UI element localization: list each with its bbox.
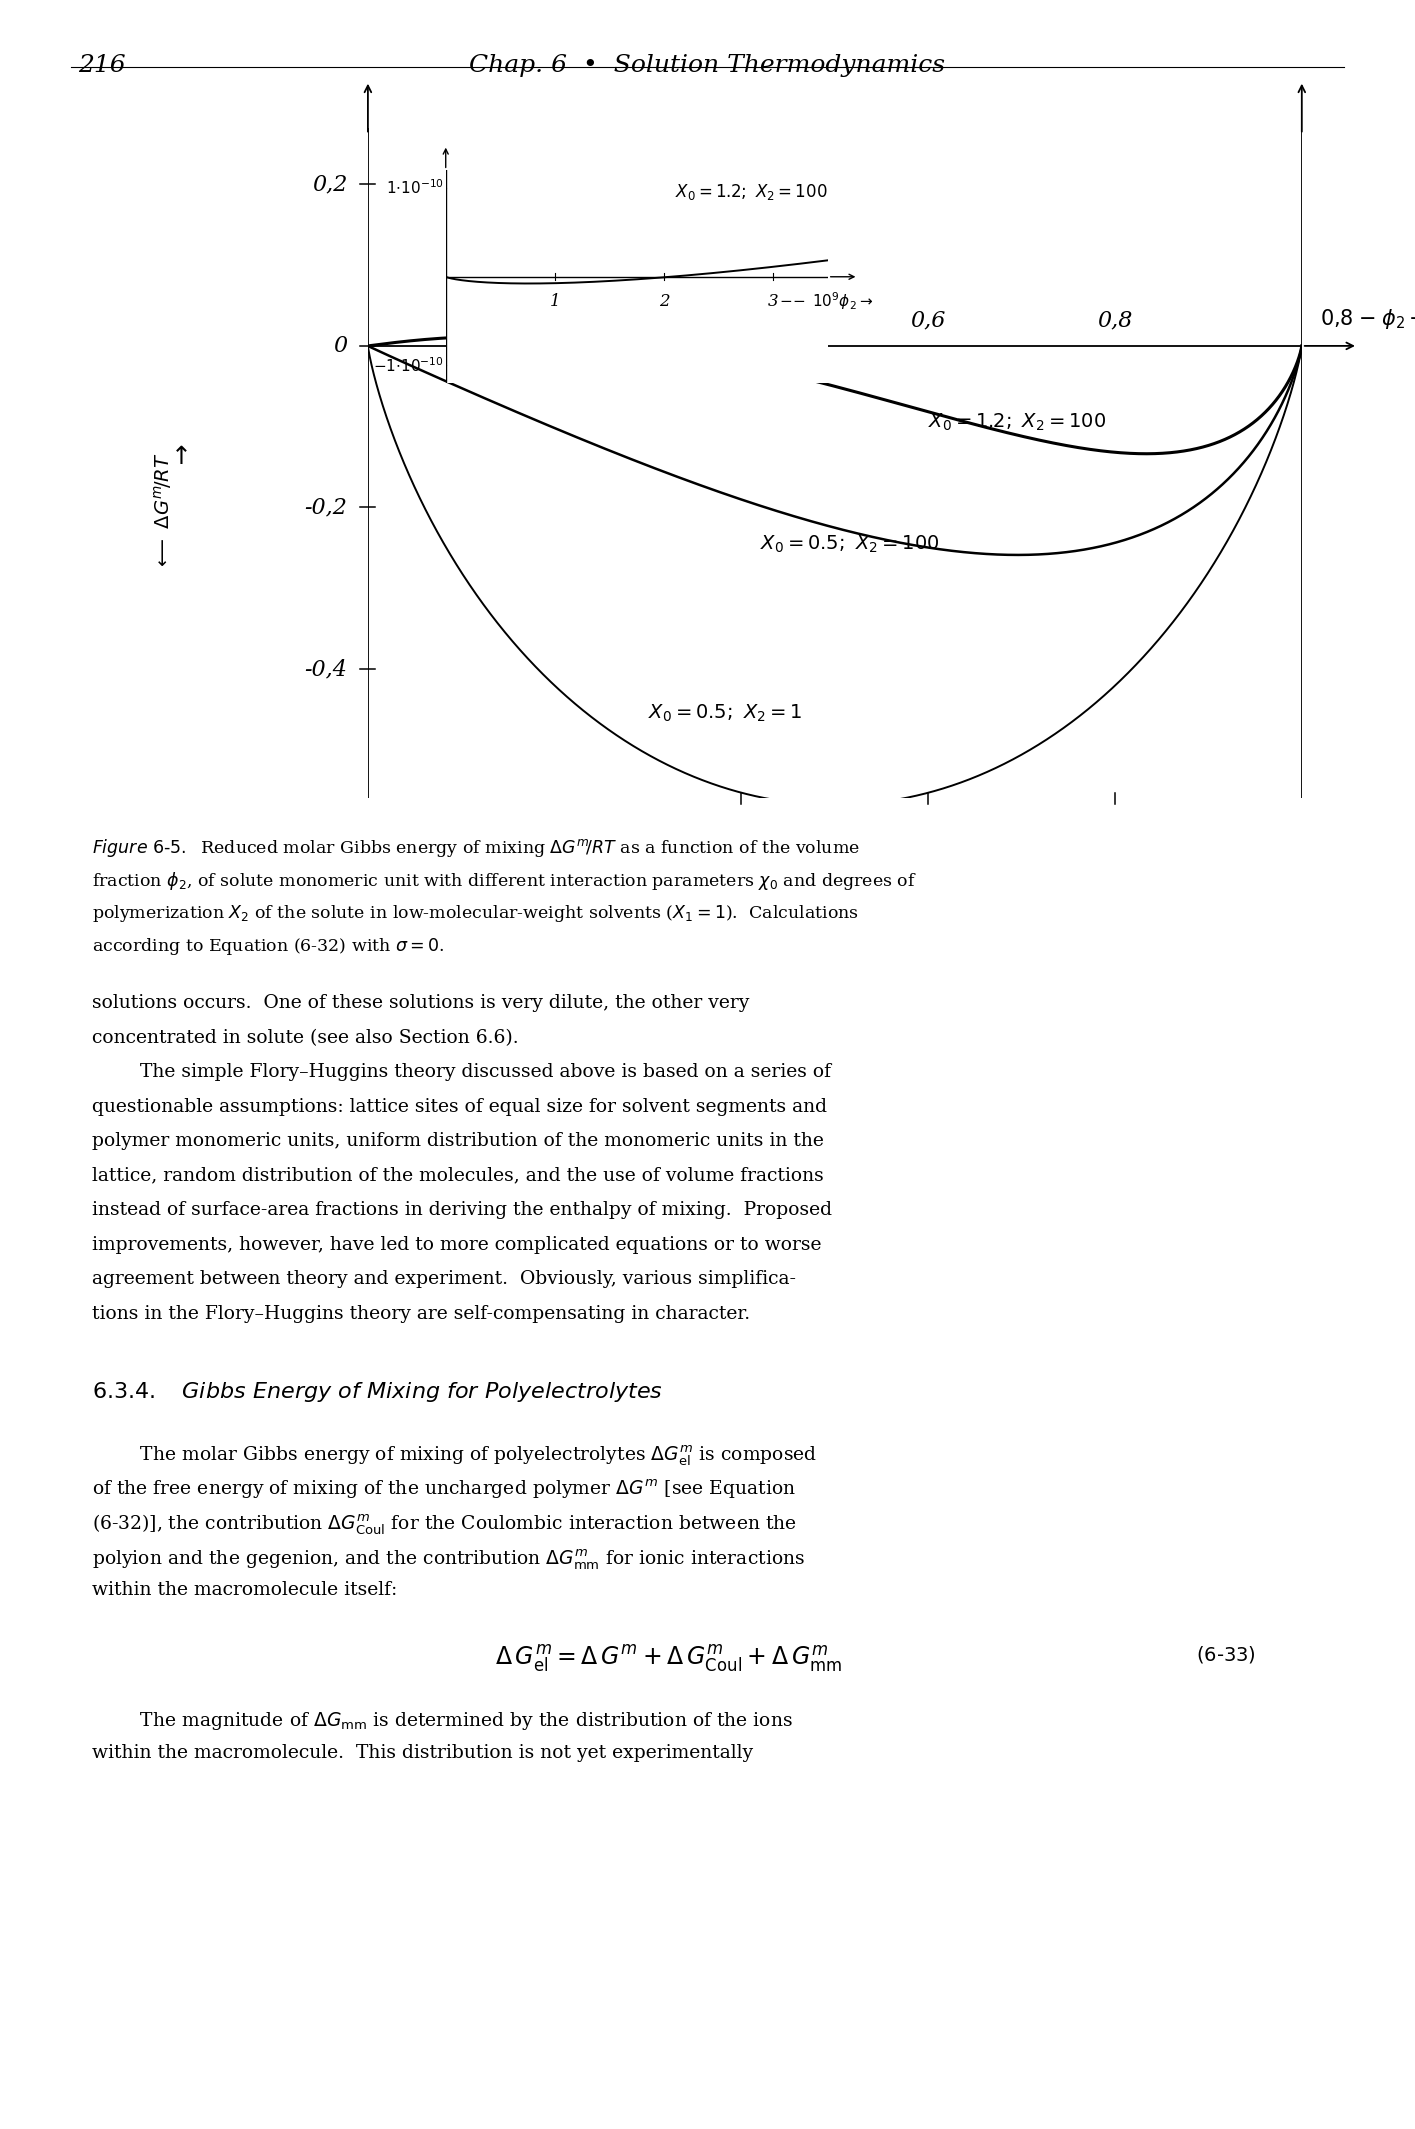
Text: 0: 0 [333,334,347,358]
Text: 0,2: 0,2 [311,172,347,196]
Text: within the macromolecule itself:: within the macromolecule itself: [92,1582,398,1599]
Text: $\mathit{6.3.4.}\ \ \ \mathit{Gibbs\ Energy\ of\ Mixing\ for\ Polyelectrolytes}$: $\mathit{6.3.4.}\ \ \ \mathit{Gibbs\ Ene… [92,1380,662,1403]
Text: $\longleftarrow\ \Delta G^m\!/RT$: $\longleftarrow\ \Delta G^m\!/RT$ [151,451,174,571]
Text: according to Equation (6-32) with $\sigma = 0$.: according to Equation (6-32) with $\sigm… [92,937,444,956]
Text: $1{\cdot}10^{-10}$: $1{\cdot}10^{-10}$ [386,179,444,198]
Text: lattice, random distribution of the molecules, and the use of volume fractions: lattice, random distribution of the mole… [92,1167,824,1184]
Text: fraction $\phi_2$, of solute monomeric unit with different interaction parameter: fraction $\phi_2$, of solute monomeric u… [92,869,917,892]
Text: 0,4: 0,4 [723,309,758,332]
Text: instead of surface-area fractions in deriving the enthalpy of mixing.  Proposed: instead of surface-area fractions in der… [92,1201,832,1220]
Text: $0{,}8 \;{-}\; \phi_2 \rightarrow$: $0{,}8 \;{-}\; \phi_2 \rightarrow$ [1320,307,1415,332]
Text: polymerization $X_2$ of the solute in low-molecular-weight solvents ($X_1 = 1$).: polymerization $X_2$ of the solute in lo… [92,903,859,924]
Text: (6-32)], the contribution $\Delta G^m_{\rm Coul}$ for the Coulombic interaction : (6-32)], the contribution $\Delta G^m_{\… [92,1512,797,1537]
Text: The molar Gibbs energy of mixing of polyelectrolytes $\Delta G^m_{\rm el}$ is co: The molar Gibbs energy of mixing of poly… [92,1443,818,1469]
Text: tions in the Flory–Huggins theory are self-compensating in character.: tions in the Flory–Huggins theory are se… [92,1305,750,1322]
Text: -0,2: -0,2 [304,496,347,519]
Text: polymer monomeric units, uniform distribution of the monomeric units in the: polymer monomeric units, uniform distrib… [92,1133,824,1150]
Text: 2: 2 [659,292,669,309]
Text: solutions occurs.  One of these solutions is very dilute, the other very: solutions occurs. One of these solutions… [92,994,750,1011]
Text: $\Delta\, G^m_{\rm el} = \Delta\, G^m + \Delta\, G^m_{\rm Coul} + \Delta\, G^m_{: $\Delta\, G^m_{\rm el} = \Delta\, G^m + … [495,1644,843,1676]
Text: 0,8: 0,8 [1098,309,1132,332]
Text: $\it{Figure}$ $\it{6\text{-}5.}$  Reduced molar Gibbs energy of mixing $\Delta G: $\it{Figure}$ $\it{6\text{-}5.}$ Reduced… [92,837,860,858]
Text: The magnitude of $\Delta G_{\rm mm}$ is determined by the distribution of the io: The magnitude of $\Delta G_{\rm mm}$ is … [92,1710,792,1731]
Text: $X_0=0.5;\ X_2=1$: $X_0=0.5;\ X_2=1$ [648,703,802,724]
Text: improvements, however, have led to more complicated equations or to worse: improvements, however, have led to more … [92,1235,822,1254]
Text: $\uparrow$: $\uparrow$ [166,447,188,468]
Text: questionable assumptions: lattice sites of equal size for solvent segments and: questionable assumptions: lattice sites … [92,1099,826,1116]
Text: -0,4: -0,4 [304,658,347,679]
Text: 1: 1 [549,292,560,309]
Text: within the macromolecule.  This distribution is not yet experimentally: within the macromolecule. This distribut… [92,1744,753,1763]
Text: 216: 216 [78,53,126,77]
Text: $(6\text{-}33)$: $(6\text{-}33)$ [1196,1644,1255,1665]
Text: $X_0=1.2;\ X_2=100$: $X_0=1.2;\ X_2=100$ [928,413,1107,434]
Text: 3: 3 [768,292,778,309]
Text: polyion and the gegenion, and the contribution $\Delta G^m_{\rm mm}$ for ionic i: polyion and the gegenion, and the contri… [92,1548,805,1571]
Text: $X_0=1.2;\ X_2=100$: $X_0=1.2;\ X_2=100$ [675,183,828,202]
Text: The simple Flory–Huggins theory discussed above is based on a series of: The simple Flory–Huggins theory discusse… [92,1062,831,1082]
Text: $-\!-\; 10^9\phi_2 \rightarrow$: $-\!-\; 10^9\phi_2 \rightarrow$ [778,290,873,311]
Text: concentrated in solute (see also Section 6.6).: concentrated in solute (see also Section… [92,1028,519,1047]
Text: 0,6: 0,6 [911,309,945,332]
Text: Chap. 6  •  Solution Thermodynamics: Chap. 6 • Solution Thermodynamics [470,53,945,77]
Text: of the free energy of mixing of the uncharged polymer $\Delta G^m$ [see Equation: of the free energy of mixing of the unch… [92,1478,797,1501]
Text: agreement between theory and experiment.  Obviously, various simplifica-: agreement between theory and experiment.… [92,1271,797,1288]
Text: $-1{\cdot}10^{-10}$: $-1{\cdot}10^{-10}$ [374,356,444,375]
Text: $X_0=0.5;\ X_2=100$: $X_0=0.5;\ X_2=100$ [760,532,940,554]
